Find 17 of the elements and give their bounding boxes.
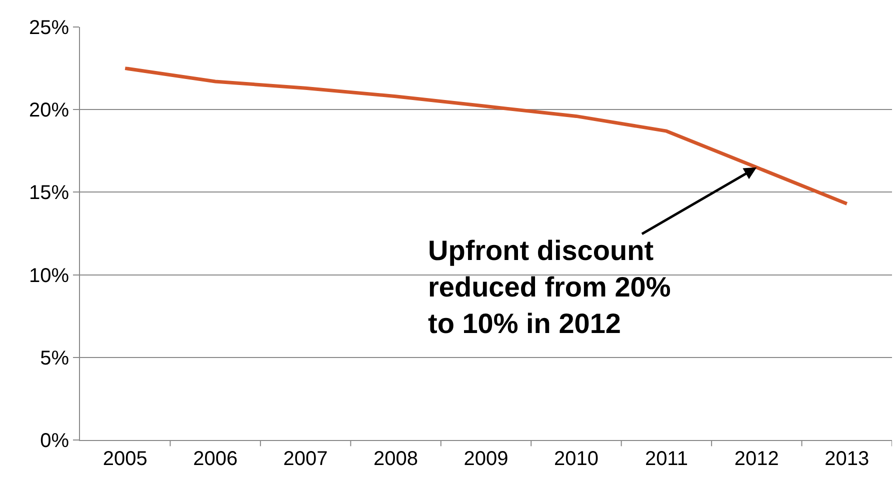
x-tick-label: 2006 <box>193 448 238 470</box>
x-tick-label: 2013 <box>824 448 870 470</box>
x-tick-label: 2005 <box>102 448 148 470</box>
x-tick-label: 2010 <box>554 448 598 470</box>
y-tick-label: 25% <box>28 17 70 39</box>
annotation: Upfront discount reduced from 20% to 10% in 2012 <box>428 235 671 339</box>
y-tick-label: 15% <box>28 182 70 204</box>
x-tick-label: 2007 <box>283 448 328 470</box>
y-tick-label: 10% <box>28 264 70 287</box>
line-series <box>123 66 849 206</box>
x-tick-label: 2009 <box>464 448 508 470</box>
x-tick-label: 2011 <box>644 448 688 470</box>
x-tick-label: 2008 <box>374 448 418 470</box>
y-tick-label: 20% <box>28 100 70 122</box>
y-tick-label: 5% <box>40 347 70 370</box>
y-tick-label: 0% <box>40 430 70 452</box>
x-tick-label: 2012 <box>734 448 779 470</box>
